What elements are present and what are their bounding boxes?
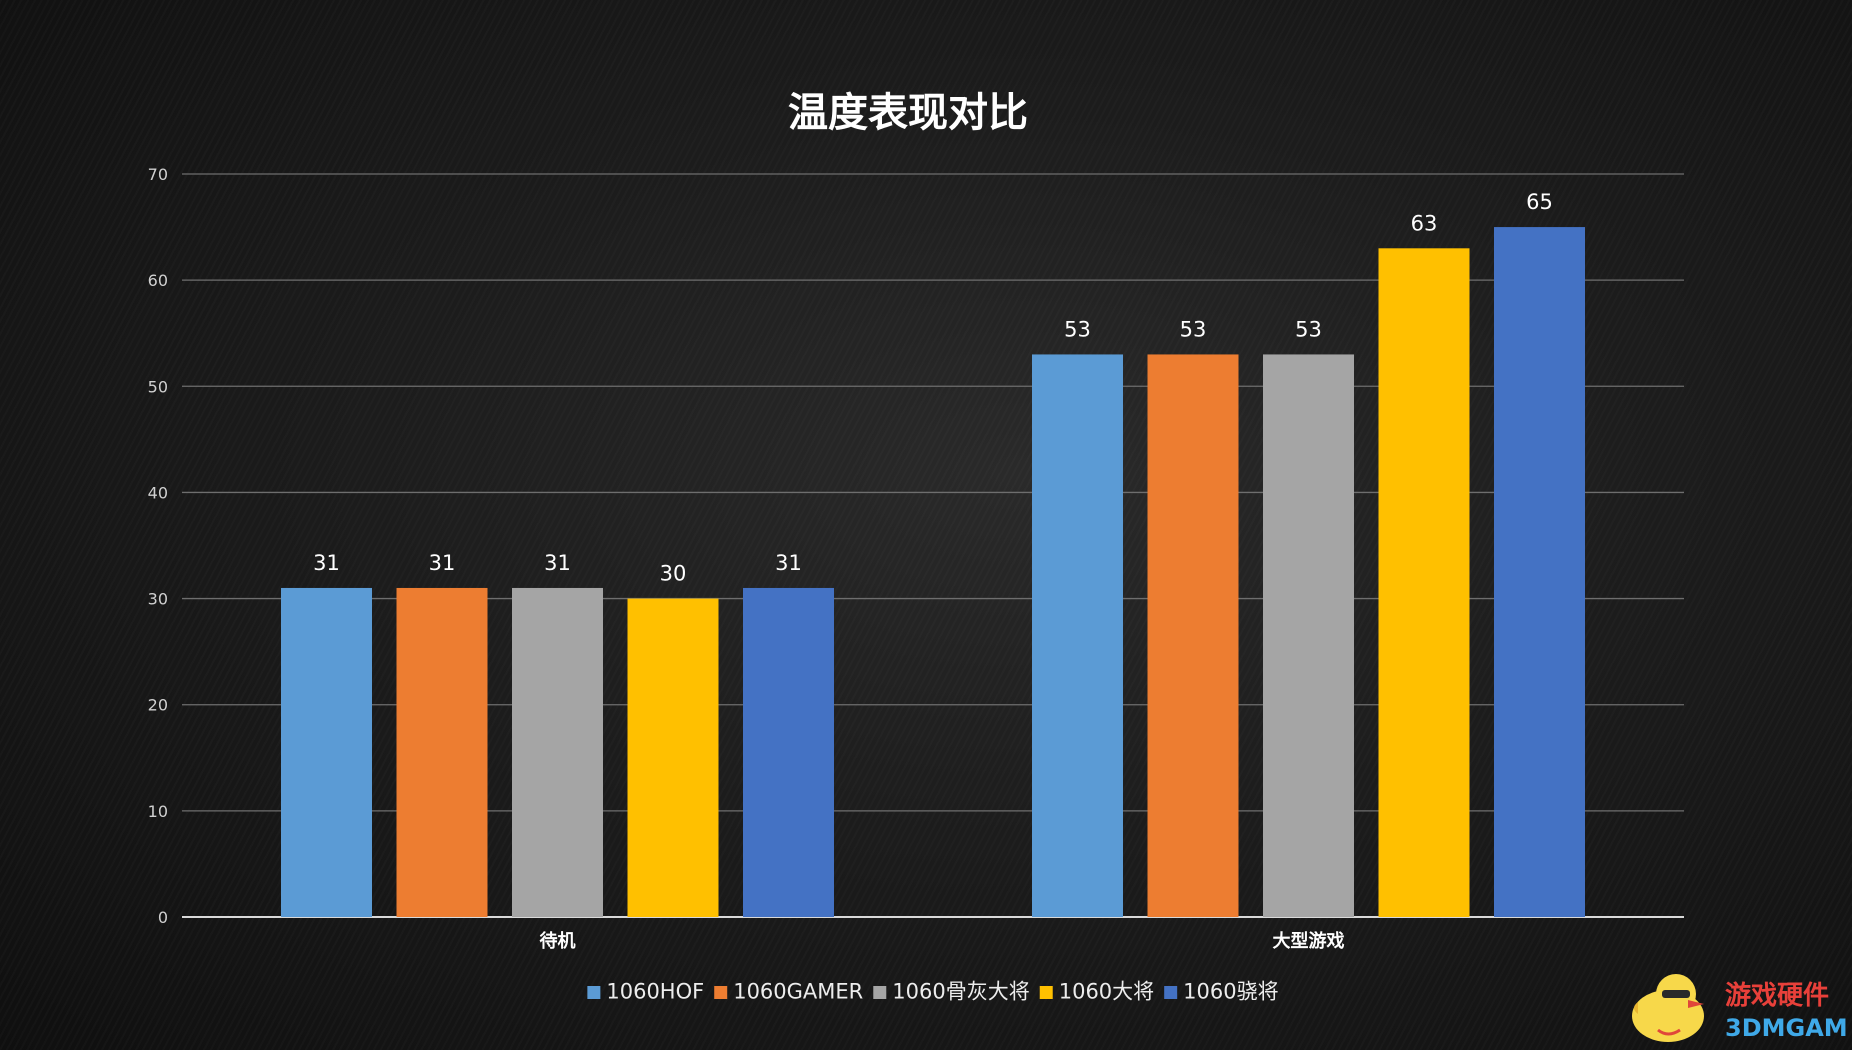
y-tick-label: 70 bbox=[148, 165, 168, 184]
legend-label: 1060GAMER bbox=[733, 980, 863, 1004]
legend-swatch bbox=[1039, 986, 1053, 999]
y-tick-label: 10 bbox=[148, 802, 168, 821]
data-labels: 31 31 31 30 31 53 53 53 63 65 bbox=[313, 190, 1553, 586]
y-tick-label: 60 bbox=[148, 271, 168, 290]
legend-item: 1060HOF bbox=[587, 980, 704, 1004]
y-tick-label: 30 bbox=[148, 590, 168, 609]
legend-item: 1060GAMER bbox=[714, 980, 863, 1004]
duck-mascot-icon bbox=[1632, 974, 1704, 1042]
legend-item: 1060骨灰大将 bbox=[873, 980, 1030, 1004]
data-label: 31 bbox=[544, 551, 571, 575]
data-label: 53 bbox=[1180, 317, 1207, 341]
data-label: 53 bbox=[1064, 317, 1091, 341]
data-label: 63 bbox=[1411, 211, 1438, 235]
legend-label: 1060骨灰大将 bbox=[892, 980, 1029, 1004]
legend-item: 1060骁将 bbox=[1164, 980, 1279, 1004]
legend-swatch bbox=[587, 986, 601, 999]
x-axis-category-labels: 待机 大型游戏 bbox=[540, 930, 1345, 952]
data-label: 31 bbox=[775, 551, 802, 575]
data-label: 30 bbox=[660, 562, 687, 586]
legend-label: 1060大将 bbox=[1059, 980, 1154, 1004]
legend-swatch bbox=[873, 986, 887, 999]
bar bbox=[1494, 227, 1585, 918]
bar bbox=[743, 587, 834, 917]
bar bbox=[627, 598, 719, 917]
bar bbox=[1032, 354, 1123, 917]
data-label: 31 bbox=[313, 551, 340, 575]
x-category-label: 大型游戏 bbox=[1273, 930, 1345, 952]
chart-title: 温度表现对比 bbox=[788, 90, 1028, 136]
y-tick-label: 50 bbox=[148, 377, 168, 396]
legend-label: 1060骁将 bbox=[1183, 980, 1278, 1004]
bar bbox=[1147, 354, 1239, 917]
bar bbox=[1263, 354, 1354, 917]
bar bbox=[281, 587, 372, 917]
x-category-label: 待机 bbox=[540, 930, 576, 952]
watermark-text-cn: 游戏硬件 bbox=[1725, 981, 1829, 1011]
legend-swatch bbox=[1164, 986, 1178, 999]
legend-item: 1060大将 bbox=[1039, 980, 1154, 1004]
watermark-text-en: 3DMGAME bbox=[1725, 1014, 1848, 1042]
data-label: 31 bbox=[429, 551, 456, 575]
legend-swatch bbox=[714, 986, 728, 999]
bar bbox=[396, 587, 488, 917]
bar bbox=[512, 587, 603, 917]
y-axis-tick-labels: 0 10 20 30 40 50 60 70 bbox=[148, 165, 168, 927]
data-label: 65 bbox=[1526, 190, 1553, 214]
data-label: 53 bbox=[1295, 317, 1322, 341]
bar bbox=[1378, 248, 1470, 918]
y-tick-label: 40 bbox=[148, 483, 168, 502]
y-tick-label: 20 bbox=[148, 696, 168, 715]
watermark: 游戏硬件 3DMGAME bbox=[1628, 968, 1852, 1046]
legend-label: 1060HOF bbox=[606, 980, 704, 1004]
legend: 1060HOF 1060GAMER 1060骨灰大将 1060大将 1060骁将 bbox=[587, 980, 1279, 1004]
bars bbox=[281, 227, 1585, 918]
y-tick-label: 0 bbox=[158, 908, 168, 927]
